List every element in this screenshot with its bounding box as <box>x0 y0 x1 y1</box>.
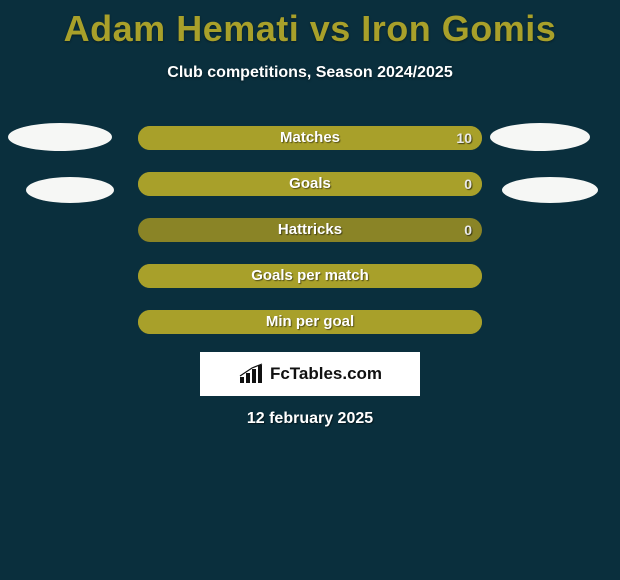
stat-row: Matches10 <box>138 126 482 150</box>
page-subtitle: Club competitions, Season 2024/2025 <box>0 64 620 82</box>
brand-text: FcTables.com <box>270 364 382 384</box>
brand-box[interactable]: FcTables.com <box>200 352 420 396</box>
shape-ellipse <box>26 177 114 203</box>
stat-row: Hattricks0 <box>138 218 482 242</box>
page-title: Adam Hemati vs Iron Gomis <box>0 0 620 50</box>
stat-value-right: 10 <box>456 126 472 150</box>
page-root: Adam Hemati vs Iron Gomis Club competiti… <box>0 0 620 580</box>
footer-date: 12 february 2025 <box>0 410 620 428</box>
stats-panel: Matches10Goals0Hattricks0Goals per match… <box>138 126 482 356</box>
stat-row: Goals per match <box>138 264 482 288</box>
stat-value-right: 0 <box>464 218 472 242</box>
stat-label: Goals <box>138 172 482 196</box>
stat-label: Goals per match <box>138 264 482 288</box>
bar-chart-icon <box>238 363 264 385</box>
stat-row: Min per goal <box>138 310 482 334</box>
stat-value-right: 0 <box>464 172 472 196</box>
stat-label: Hattricks <box>138 218 482 242</box>
stat-label: Min per goal <box>138 310 482 334</box>
shape-ellipse <box>8 123 112 151</box>
shape-ellipse <box>490 123 590 151</box>
shape-ellipse <box>502 177 598 203</box>
stat-row: Goals0 <box>138 172 482 196</box>
stat-label: Matches <box>138 126 482 150</box>
